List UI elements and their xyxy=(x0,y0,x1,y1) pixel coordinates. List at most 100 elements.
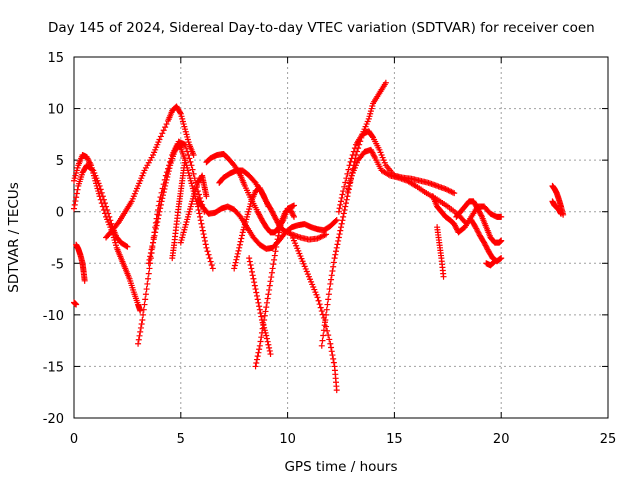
data-point xyxy=(328,344,335,351)
data-point xyxy=(324,301,331,308)
data-point xyxy=(337,201,344,208)
data-point xyxy=(183,145,190,152)
x-tick-label: 5 xyxy=(177,432,185,447)
data-point xyxy=(157,201,164,208)
data-point xyxy=(73,190,80,197)
data-point xyxy=(199,224,206,231)
data-point xyxy=(263,299,270,306)
data-point xyxy=(498,237,505,244)
data-point xyxy=(145,270,152,277)
data-point xyxy=(268,274,275,281)
data-point xyxy=(73,301,80,308)
data-point xyxy=(263,335,270,342)
data-point xyxy=(340,213,347,220)
data-point xyxy=(209,265,216,272)
data-point xyxy=(263,332,270,339)
data-point xyxy=(237,238,244,245)
data-point xyxy=(491,258,498,265)
data-point xyxy=(234,253,241,260)
series-arc-22 xyxy=(453,198,505,246)
data-point xyxy=(140,306,147,313)
data-point xyxy=(314,294,321,301)
data-point xyxy=(255,299,262,306)
data-point xyxy=(150,236,157,243)
data-point xyxy=(478,212,485,219)
data-point xyxy=(336,231,343,238)
data-point xyxy=(277,222,284,229)
data-point xyxy=(202,241,209,248)
data-point xyxy=(96,182,103,189)
data-point xyxy=(321,322,328,329)
data-point xyxy=(248,265,255,272)
data-point xyxy=(265,341,272,348)
data-point xyxy=(330,359,337,366)
data-point xyxy=(338,198,344,205)
x-tick-label: 20 xyxy=(493,432,510,447)
data-point xyxy=(328,272,335,279)
data-point xyxy=(123,243,130,250)
data-point xyxy=(270,261,277,268)
data-point xyxy=(246,258,253,265)
data-point xyxy=(334,241,341,248)
data-point xyxy=(158,198,165,205)
data-point xyxy=(318,308,325,315)
data-point xyxy=(234,250,241,257)
data-point xyxy=(97,186,104,193)
y-tick-label: -20 xyxy=(43,412,64,427)
data-point xyxy=(269,265,276,272)
data-point xyxy=(326,336,333,343)
series-arc-16 xyxy=(288,232,340,394)
axis-ticks: 0 5 10 15 20 25 15 10 5 0 -5 -10 -15 -20 xyxy=(43,51,617,447)
data-point xyxy=(332,251,339,258)
data-point xyxy=(162,179,169,186)
data-point xyxy=(163,176,170,183)
data-point xyxy=(162,182,169,189)
series-arc-18 xyxy=(335,128,458,215)
data-point xyxy=(162,124,169,131)
data-point xyxy=(275,232,282,239)
data-point xyxy=(206,255,213,262)
data-point xyxy=(195,206,202,213)
series-arc-26 xyxy=(549,198,565,217)
data-point xyxy=(322,317,329,324)
data-point xyxy=(371,153,378,160)
data-point xyxy=(231,262,238,269)
data-point xyxy=(101,200,108,207)
data-point xyxy=(333,387,340,394)
data-point xyxy=(185,151,192,158)
x-axis-label: GPS time / hours xyxy=(284,459,397,475)
data-point xyxy=(266,347,273,354)
data-point xyxy=(264,295,271,302)
data-point xyxy=(135,340,142,347)
data-point xyxy=(208,262,215,269)
data-point xyxy=(253,356,260,363)
data-point xyxy=(165,168,172,175)
data-point xyxy=(149,243,156,250)
data-point xyxy=(235,247,242,254)
data-point xyxy=(108,220,115,227)
data-point xyxy=(105,210,112,217)
data-point xyxy=(273,239,280,246)
data-point xyxy=(152,229,159,236)
y-tick-label: -5 xyxy=(51,257,64,272)
data-point xyxy=(342,200,349,207)
data-point xyxy=(203,244,210,251)
data-point xyxy=(154,219,161,226)
data-point xyxy=(135,336,142,343)
x-tick-label: 0 xyxy=(70,432,78,447)
data-point xyxy=(329,352,336,359)
data-point xyxy=(323,311,330,318)
data-point xyxy=(327,280,334,287)
series-arc-7 xyxy=(145,141,216,272)
data-point xyxy=(156,136,163,143)
data-point xyxy=(491,258,498,265)
data-point xyxy=(350,148,357,155)
data-point xyxy=(202,237,209,244)
data-point xyxy=(328,276,335,283)
data-point xyxy=(163,121,170,128)
data-point xyxy=(290,212,297,219)
data-point xyxy=(271,256,278,263)
data-point xyxy=(182,141,189,148)
data-point xyxy=(189,166,196,173)
data-point xyxy=(190,151,197,158)
